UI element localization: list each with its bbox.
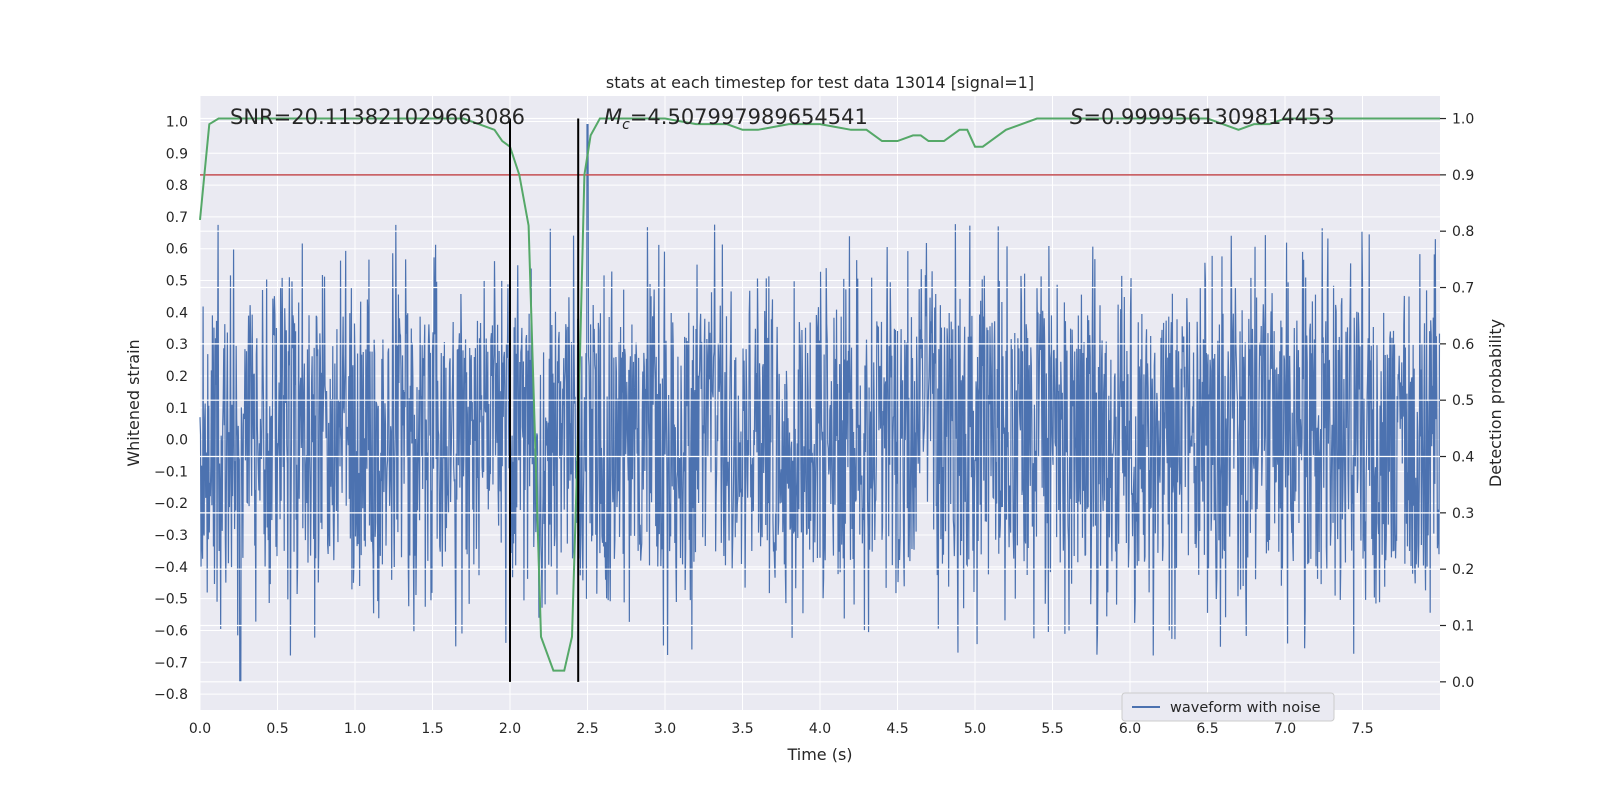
y-tick-label-left: −0.1 bbox=[154, 464, 188, 480]
probability-line bbox=[199, 117, 1440, 672]
x-tick-label: 3.0 bbox=[654, 721, 676, 737]
y-tick-label-right: 0.0 bbox=[1452, 675, 1474, 691]
y-tick-label-right: 0.8 bbox=[1452, 224, 1474, 240]
legend: waveform with noise bbox=[1121, 692, 1335, 722]
y-tick-label-left: −0.7 bbox=[154, 655, 188, 671]
x-tick-label: 6.0 bbox=[1119, 721, 1141, 737]
x-tick-label: 6.5 bbox=[1196, 721, 1218, 737]
legend-box bbox=[1121, 692, 1335, 722]
x-tick-label: 2.5 bbox=[576, 721, 598, 737]
y-tick-label-right: 0.2 bbox=[1452, 562, 1474, 578]
mc-subscript: c bbox=[622, 117, 630, 133]
y-tick-label-left: −0.6 bbox=[154, 623, 188, 639]
mc-symbol: M bbox=[604, 105, 622, 129]
x-tick-label: 7.5 bbox=[1351, 721, 1373, 737]
y-tick-label-left: 1.0 bbox=[166, 114, 188, 130]
y-tick-label-left: 0.6 bbox=[166, 242, 188, 258]
y-tick-label-left: 0.0 bbox=[166, 433, 188, 449]
vertical-markers bbox=[509, 118, 580, 682]
s-value: =0.9999561309814453 bbox=[1083, 105, 1334, 129]
y-tick-label-right: 0.3 bbox=[1452, 506, 1474, 522]
y-tick-label-right: 0.9 bbox=[1452, 168, 1474, 184]
probability-series bbox=[199, 117, 1440, 672]
x-tick-label: 4.0 bbox=[809, 721, 831, 737]
y-tick-label-right: 0.5 bbox=[1452, 393, 1474, 409]
y-tick-label-left: −0.3 bbox=[154, 528, 188, 544]
y-tick-label-right: 0.1 bbox=[1452, 619, 1474, 635]
y-tick-label-left: 0.9 bbox=[166, 146, 188, 162]
y-tick-label-left: 0.2 bbox=[166, 369, 188, 385]
x-axis-ticks: 0.0 0.5 1.0 1.5 2.0 2.5 3.0 3.5 4.0 4.5 5.0 5.5 6.0 6… bbox=[189, 721, 1374, 737]
x-tick-label: 7.0 bbox=[1274, 721, 1296, 737]
y-tick-label-left: 0.8 bbox=[166, 178, 188, 194]
x-axis-label: Time (s) bbox=[786, 745, 852, 764]
waveform-line bbox=[199, 124, 1441, 682]
y-tick-label-right: 0.4 bbox=[1452, 450, 1474, 466]
left-axis-ticks: 1.0 0.9 0.8 0.7 0.6 0.5 0.4 0.3 0.2 0.1 0.0 −0.1 −0.… bbox=[154, 114, 188, 703]
y-tick-label-right: 1.0 bbox=[1452, 112, 1474, 128]
mc-value: =4.507997989654541 bbox=[630, 105, 868, 129]
snr-annotation: SNR=20.113821029663086 bbox=[230, 105, 525, 129]
y-tick-label-left: 0.1 bbox=[166, 401, 188, 417]
x-tick-label: 0.5 bbox=[266, 721, 288, 737]
x-tick-label: 4.5 bbox=[886, 721, 908, 737]
y-tick-label-left: −0.5 bbox=[154, 592, 188, 608]
x-tick-label: 0.0 bbox=[189, 721, 211, 737]
x-tick-label: 2.0 bbox=[499, 721, 521, 737]
legend-label: waveform with noise bbox=[1170, 700, 1321, 716]
s-annotation: S=0.9999561309814453 bbox=[1070, 105, 1335, 129]
y-tick-label-left: 0.3 bbox=[166, 337, 188, 353]
s-symbol: S bbox=[1070, 105, 1083, 129]
y-tick-label-left: 0.7 bbox=[166, 210, 188, 226]
y-tick-label-left: 0.4 bbox=[166, 305, 188, 321]
y-tick-label-left: −0.4 bbox=[154, 560, 188, 576]
y-axis-label-right: Detection probability bbox=[1486, 319, 1505, 487]
y-tick-label-left: −0.8 bbox=[154, 687, 188, 703]
x-tick-label: 3.5 bbox=[731, 721, 753, 737]
y-tick-label-right: 0.7 bbox=[1452, 281, 1474, 297]
x-tick-label: 5.0 bbox=[964, 721, 986, 737]
mc-annotation: Mc=4.507997989654541 bbox=[604, 105, 868, 133]
y-tick-label-left: −0.2 bbox=[154, 496, 188, 512]
x-tick-label: 1.0 bbox=[344, 721, 366, 737]
waveform-series bbox=[199, 124, 1441, 682]
y-tick-label-right: 0.6 bbox=[1452, 337, 1474, 353]
y-tick-label-left: 0.5 bbox=[166, 274, 188, 290]
chart-title: stats at each timestep for test data 130… bbox=[606, 73, 1034, 92]
right-axis-ticks: 1.0 0.9 0.8 0.7 0.6 0.5 0.4 0.3 0.2 0.1 0.0 bbox=[1440, 112, 1474, 691]
x-tick-label: 5.5 bbox=[1041, 721, 1063, 737]
x-tick-label: 1.5 bbox=[421, 721, 443, 737]
y-axis-label-left: Whitened strain bbox=[124, 339, 143, 466]
